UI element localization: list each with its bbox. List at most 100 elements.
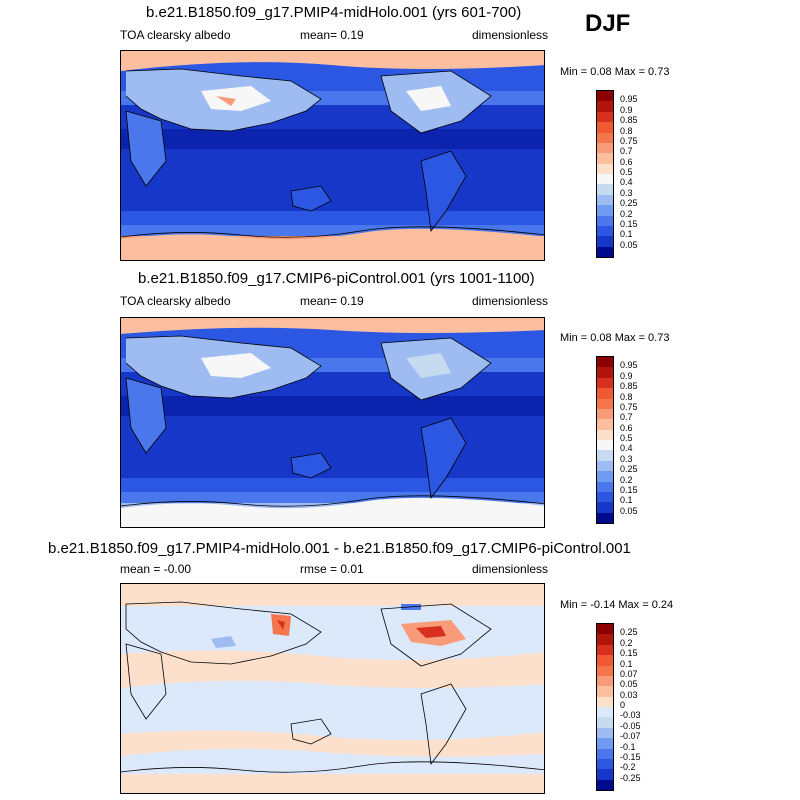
colorbar-box	[597, 707, 613, 718]
colorbar-box	[597, 481, 613, 492]
season-label: DJF	[585, 10, 631, 37]
colorbar-tick-label: 0	[620, 700, 626, 710]
colorbar-tick-label: 0.1	[620, 229, 633, 240]
colorbar-tick-label: 0.4	[620, 443, 633, 454]
minmax-label: Min = 0.08 Max = 0.73	[560, 332, 670, 344]
colorbar-tick-label: 0.05	[620, 679, 638, 690]
colorbar-box	[597, 696, 613, 707]
colorbar-tick-label: 0.85	[620, 115, 638, 126]
colorbar-tick-label: 0.03	[620, 689, 638, 700]
colorbar-box	[597, 769, 613, 780]
colorbar-box	[597, 717, 613, 728]
panel-title: b.e21.B1850.f09_g17.PMIP4-midHolo.001 - …	[48, 540, 631, 557]
panel-title: b.e21.B1850.f09_g17.CMIP6-piControl.001 …	[138, 270, 535, 287]
field-label: TOA clearsky albedo	[120, 294, 231, 308]
colorbar-box	[597, 225, 613, 237]
colorbar-box	[597, 440, 613, 451]
colorbar-box	[597, 655, 613, 666]
colorbar-box	[597, 738, 613, 749]
colorbar-box	[597, 215, 613, 226]
colorbar-box	[597, 460, 613, 472]
colorbar-tick-label: 0.25	[620, 627, 638, 638]
minmax-label: Min = -0.14 Max = 0.24	[560, 599, 674, 611]
colorbar-box	[597, 634, 613, 645]
colorbar-box	[597, 194, 613, 206]
colorbar-tick-label: 0.9	[620, 370, 633, 381]
colorbar-box	[597, 491, 613, 503]
colorbar-box	[597, 512, 613, 523]
colorbar-box	[597, 727, 613, 739]
mean-label: mean = -0.00	[120, 562, 192, 576]
albedo-difference-map	[120, 583, 545, 794]
colorbar-box	[597, 419, 613, 430]
field-label: TOA clearsky albedo	[120, 28, 231, 42]
colorbar-tick-label: 0.75	[620, 135, 638, 146]
colorbar-box	[597, 388, 613, 399]
colorbar-box	[597, 246, 613, 257]
colorbar-tick-label: 0.6	[620, 156, 633, 167]
colorbar-tick-label: 0.7	[620, 412, 633, 423]
colorbar-midholo	[596, 90, 614, 258]
colorbar-box	[597, 450, 613, 461]
colorbar-box	[597, 357, 613, 368]
colorbar-box	[597, 174, 613, 185]
colorbar-box	[597, 675, 613, 687]
colorbar-tick-label: 0.2	[620, 474, 633, 485]
colorbar-tick-label: 0.5	[620, 433, 633, 443]
units-label: dimensionless	[472, 294, 549, 308]
colorbar-tick-label: -0.05	[620, 720, 641, 731]
rmse-label: rmse = 0.01	[300, 562, 364, 576]
colorbar-tick-label: -0.07	[620, 731, 641, 742]
colorbar-tick-label: 0.25	[620, 198, 638, 209]
colorbar-box	[597, 184, 613, 195]
colorbar-tick-label: 0.85	[620, 381, 638, 392]
colorbar-box	[597, 236, 613, 247]
colorbar-tick-label: 0.15	[620, 648, 638, 659]
mean-label: mean= 0.19	[300, 294, 364, 308]
colorbar-box	[597, 624, 613, 635]
panel-title: b.e21.B1850.f09_g17.PMIP4-midHolo.001 (y…	[146, 4, 522, 21]
colorbar-difference	[596, 623, 614, 791]
colorbar-box	[597, 686, 613, 697]
colorbar-tick-label: 0.2	[620, 208, 633, 219]
colorbar-box	[597, 502, 613, 513]
colorbar-box	[597, 153, 613, 164]
colorbar-tick-label: 0.8	[620, 125, 633, 136]
colorbar-tick-label: 0.7	[620, 146, 633, 157]
colorbar-tick-label: -0.03	[620, 710, 641, 721]
colorbar-box	[597, 408, 613, 420]
colorbar-box	[597, 367, 613, 378]
colorbar-tick-label: -0.1	[620, 741, 636, 752]
colorbar-tick-label: 0.2	[620, 637, 633, 648]
colorbar-box	[597, 132, 613, 143]
colorbar-box	[597, 429, 613, 440]
colorbar-tick-label: 0.25	[620, 464, 638, 475]
colorbar-tick-label: 0.1	[620, 495, 633, 506]
colorbar-box	[597, 758, 613, 770]
colorbar-box	[597, 748, 613, 759]
colorbar-tick-label: -0.2	[620, 762, 636, 773]
colorbar-box	[597, 91, 613, 102]
colorbar-tick-label: 0.4	[620, 177, 633, 188]
colorbar-tick-label: 0.3	[620, 187, 633, 198]
colorbar-box	[597, 101, 613, 112]
units-label: dimensionless	[472, 562, 549, 576]
colorbar-tick-label: 0.15	[620, 484, 638, 495]
colorbar-box	[597, 377, 613, 389]
colorbar-tick-label: 0.8	[620, 391, 633, 402]
colorbar-tick-label: -0.25	[620, 772, 641, 783]
minmax-label: Min = 0.08 Max = 0.73	[560, 66, 670, 78]
colorbar-tick-label: 0.3	[620, 453, 633, 464]
colorbar-tick-label: 0.07	[620, 668, 638, 679]
colorbar-tick-label: 0.05	[620, 239, 638, 250]
colorbar-tick-label: 0.95	[620, 94, 638, 105]
mean-label: mean= 0.19	[300, 28, 364, 42]
colorbar-box	[597, 471, 613, 482]
colorbar-box	[597, 665, 613, 676]
colorbar-box	[597, 779, 613, 790]
colorbar-box	[597, 205, 613, 216]
colorbar-tick-label: 0.5	[620, 167, 633, 177]
colorbar-box	[597, 163, 613, 174]
albedo-map-picontrol	[120, 317, 545, 528]
colorbar-box	[597, 111, 613, 123]
